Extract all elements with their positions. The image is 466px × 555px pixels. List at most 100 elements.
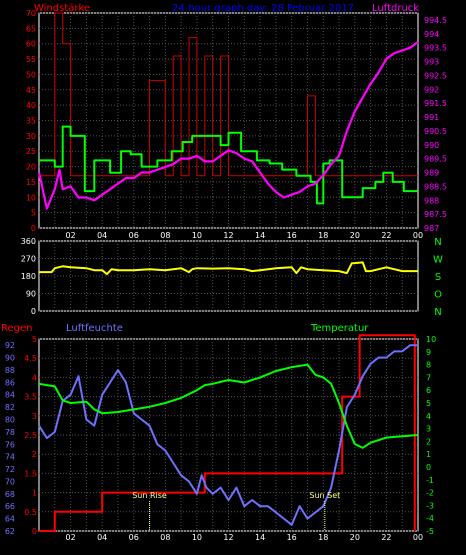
direction-axis-tick: 0	[31, 307, 36, 316]
compass-label: W	[433, 255, 443, 266]
humidity-axis-tick: 62	[5, 527, 15, 536]
x-tick-label: 08	[160, 533, 170, 542]
wind-axis-tick: 25	[26, 147, 36, 156]
temperature-axis-tick: 3	[426, 425, 431, 434]
rain-axis-tick: 3	[32, 412, 37, 421]
humidity-axis-tick: 72	[5, 465, 15, 474]
rain-title: Regen	[1, 323, 33, 334]
wind-axis-tick: 35	[26, 117, 36, 126]
wind-axis-tick: 50	[26, 70, 36, 79]
humidity-axis-tick: 80	[5, 416, 15, 425]
x-tick-label: 00	[413, 231, 423, 240]
pressure-axis-tick: 991.5	[424, 99, 447, 108]
humidity-axis-tick: 92	[5, 341, 15, 350]
temperature-axis-tick: -4	[426, 514, 434, 523]
rain-series	[39, 334, 416, 532]
humidity-series	[38, 344, 418, 526]
x-tick-label: 20	[350, 533, 360, 542]
temperature-axis-tick: 5	[426, 399, 431, 408]
rain-axis-tick: 2.5	[24, 431, 37, 440]
x-tick-label: 16	[287, 533, 297, 542]
temperature-axis-tick: -2	[426, 489, 434, 498]
rain-axis-tick: 0.5	[24, 508, 37, 517]
x-tick-label: 02	[65, 533, 75, 542]
wind-axis-tick: 60	[26, 40, 36, 49]
humidity-axis-tick: 70	[5, 477, 15, 486]
wind-title: Windstärke	[34, 3, 90, 14]
wind-axis-tick: 45	[26, 86, 36, 95]
wind-gust-series	[39, 12, 418, 177]
humidity-axis-tick: 82	[5, 403, 15, 412]
humidity-axis-tick: 84	[5, 391, 15, 400]
pressure-axis-tick: 992	[424, 85, 439, 94]
humidity-axis-tick: 90	[5, 354, 15, 363]
sun-set-label: Sun Set	[309, 491, 340, 500]
wind-axis-tick: 10	[26, 193, 36, 202]
pressure-series	[37, 41, 419, 210]
temperature-series	[38, 363, 419, 449]
wind-axis-tick: 55	[26, 55, 36, 64]
x-tick-label: 22	[381, 533, 391, 542]
temperature-axis-tick: -1	[426, 476, 434, 485]
humidity-axis-tick: 76	[5, 440, 15, 449]
direction-axis-tick: 270	[21, 255, 36, 264]
compass-label: S	[435, 272, 441, 283]
rain-axis-tick: 4.5	[24, 354, 37, 363]
pressure-axis-tick: 987.5	[424, 210, 447, 219]
x-tick-label: 06	[129, 231, 139, 240]
x-tick-label: 18	[318, 231, 328, 240]
x-tick-label: 04	[97, 533, 107, 542]
pressure-axis-tick: 994	[424, 30, 439, 39]
wind-axis-tick: 20	[26, 163, 36, 172]
pressure-axis-tick: 992.5	[424, 71, 447, 80]
temperature-axis-tick: 2	[426, 437, 431, 446]
rain-axis-tick: 0	[32, 527, 37, 536]
x-tick-label: 08	[160, 231, 170, 240]
x-tick-label: 22	[381, 231, 391, 240]
wind-speed-series	[39, 125, 418, 205]
pressure-axis-tick: 987	[424, 224, 439, 233]
wind-axis-tick: 70	[26, 9, 36, 18]
sun-rise-label: Sun Rise	[132, 491, 167, 500]
temperature-axis-tick: 10	[426, 335, 436, 344]
temperature-title: Temperatur	[310, 323, 369, 334]
humidity-axis-tick: 64	[5, 515, 15, 524]
x-tick-label: 04	[97, 231, 107, 240]
x-tick-label: 14	[255, 533, 265, 542]
humidity-axis-tick: 78	[5, 428, 15, 437]
x-tick-label: 00	[413, 533, 423, 542]
graph-day-title: 24-hour graph day: 28 Februar 2017	[172, 3, 354, 14]
pressure-axis-tick: 988	[424, 196, 439, 205]
wind-axis-tick: 5	[31, 209, 36, 218]
temperature-axis-tick: 8	[426, 361, 431, 370]
x-tick-label: 14	[255, 231, 265, 240]
rain-axis-tick: 1.5	[24, 469, 37, 478]
humidity-title: Luftfeuchte	[66, 323, 123, 334]
compass-label: N	[434, 237, 441, 248]
humidity-axis-tick: 86	[5, 378, 15, 387]
x-tick-label: 16	[287, 231, 297, 240]
compass-label: O	[434, 290, 442, 301]
wind-axis-tick: 15	[26, 178, 36, 187]
temperature-axis-tick: 1	[426, 450, 431, 459]
direction-axis-tick: 90	[26, 290, 36, 299]
temperature-axis-tick: 6	[426, 386, 431, 395]
pressure-title: Luftdruck	[372, 3, 419, 14]
pressure-axis-tick: 990	[424, 141, 439, 150]
pressure-axis-tick: 993	[424, 58, 439, 67]
wind-direction-series	[39, 261, 418, 276]
pressure-axis-tick: 990.5	[424, 127, 447, 136]
humidity-axis-tick: 66	[5, 502, 15, 511]
pressure-axis-tick: 991	[424, 113, 439, 122]
pressure-axis-tick: 989	[424, 169, 439, 178]
x-tick-label: 10	[192, 231, 202, 240]
temperature-axis-tick: 0	[426, 463, 431, 472]
rain-axis-tick: 1	[32, 489, 37, 498]
temperature-axis-tick: 9	[426, 348, 431, 357]
pressure-axis-tick: 993.5	[424, 44, 447, 53]
wind-axis-tick: 0	[31, 224, 36, 233]
x-tick-label: 02	[65, 231, 75, 240]
humidity-axis-tick: 68	[5, 490, 15, 499]
x-tick-label: 18	[318, 533, 328, 542]
